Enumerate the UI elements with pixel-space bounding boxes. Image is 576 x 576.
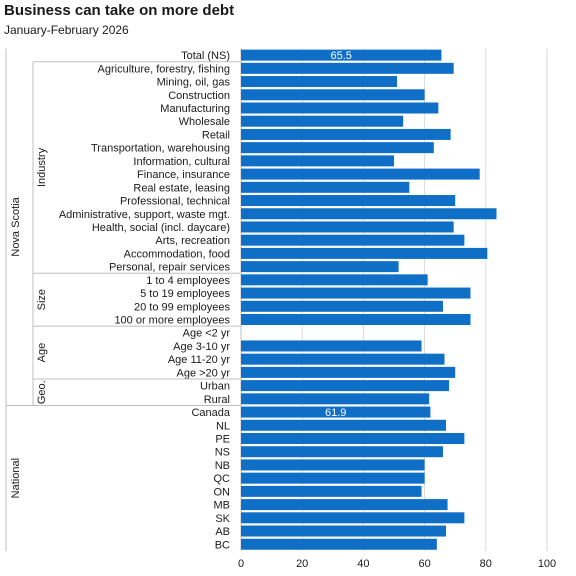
- category-label: Retail: [202, 129, 230, 141]
- category-label: 5 to 19 employees: [140, 288, 230, 300]
- bar: [241, 234, 465, 246]
- category-label: Agriculture, forestry, fishing: [98, 63, 230, 75]
- group-brackets: Nova Scotia Industry Size Age Geo. National: [5, 48, 241, 551]
- category-label: 1 to 4 employees: [146, 275, 230, 287]
- bar: [241, 538, 437, 550]
- group-label: Size: [36, 289, 48, 310]
- bar: [241, 314, 471, 326]
- bar: [241, 366, 456, 378]
- bar: [241, 393, 430, 405]
- category-label: NB: [215, 460, 230, 472]
- category-label: SK: [215, 513, 230, 525]
- group-label: Nova Scotia: [10, 196, 22, 256]
- category-label: Arts, recreation: [155, 235, 230, 247]
- category-label: Administrative, support, waste mgt.: [59, 209, 230, 221]
- group-label: Industry: [36, 147, 48, 187]
- bar: [241, 485, 422, 497]
- x-tick-label: 20: [296, 558, 308, 570]
- category-label: Professional, technical: [120, 196, 230, 208]
- data-label: 65.5: [331, 50, 352, 62]
- bar: [241, 155, 394, 167]
- category-label: Personal, repair services: [109, 262, 231, 274]
- category-label: Age 3-10 yr: [173, 341, 230, 353]
- x-tick-label: 60: [418, 558, 430, 570]
- category-label: Age >20 yr: [176, 367, 230, 379]
- bars: 65.5 61.9: [241, 49, 497, 550]
- category-label: Age 11-20 yr: [168, 354, 231, 366]
- bar: [241, 419, 447, 431]
- bar: [241, 300, 443, 312]
- group-label: National: [10, 458, 22, 498]
- bar: [241, 353, 445, 365]
- bar: [241, 432, 465, 444]
- category-labels: Total (NS)Agriculture, forestry, fishing…: [59, 50, 231, 551]
- bar: [241, 446, 443, 458]
- bar: [241, 89, 425, 101]
- bar: [241, 62, 454, 74]
- bar: [241, 472, 425, 484]
- bar: [241, 287, 471, 299]
- category-label: ON: [214, 486, 231, 498]
- bar: [241, 340, 422, 352]
- bar: [241, 261, 399, 273]
- bar: [241, 49, 442, 61]
- category-label: PE: [215, 433, 230, 445]
- category-label: Real estate, leasing: [133, 182, 230, 194]
- category-label: Construction: [168, 90, 230, 102]
- bar: [241, 142, 434, 154]
- category-label: NS: [215, 447, 230, 459]
- x-tick-label: 80: [480, 558, 492, 570]
- category-label: Finance, insurance: [137, 169, 230, 181]
- category-label: Rural: [204, 394, 230, 406]
- category-label: Information, cultural: [133, 156, 230, 168]
- category-label: Accommodation, food: [124, 248, 230, 260]
- bar: [241, 274, 428, 286]
- bar: [241, 380, 450, 392]
- bar: [241, 181, 410, 193]
- category-label: Mining, oil, gas: [157, 77, 231, 89]
- category-label: NL: [216, 420, 230, 432]
- category-label: 20 to 99 employees: [134, 301, 231, 313]
- category-label: Health, social (incl. daycare): [92, 222, 230, 234]
- bar: [241, 512, 465, 524]
- category-label: 100 or more employees: [114, 315, 230, 327]
- data-label: 61.9: [325, 407, 346, 419]
- bar: [241, 406, 431, 418]
- category-label: Age <2 yr: [183, 328, 231, 340]
- category-label: Total (NS): [181, 50, 230, 62]
- bar: [241, 115, 404, 127]
- group-label: Geo.: [36, 380, 48, 404]
- category-label: MB: [214, 500, 231, 512]
- category-label: BC: [215, 539, 230, 551]
- category-label: Transportation, warehousing: [91, 143, 230, 155]
- category-label: Manufacturing: [160, 103, 230, 115]
- bar: [241, 247, 488, 259]
- bar: [241, 168, 480, 180]
- category-label: Canada: [191, 407, 230, 419]
- bar: [241, 459, 425, 471]
- category-label: Wholesale: [179, 116, 230, 128]
- group-label: Age: [36, 343, 48, 363]
- category-label: Urban: [200, 381, 230, 393]
- x-tick-label: 0: [238, 558, 244, 570]
- bar: [241, 76, 398, 88]
- bar: [241, 221, 454, 233]
- category-label: QC: [214, 473, 231, 485]
- bar: [241, 499, 448, 511]
- category-label: AB: [215, 526, 230, 538]
- chart-subtitle: January-February 2026: [4, 23, 129, 37]
- x-tick-label: 40: [357, 558, 369, 570]
- x-axis-ticks: 0 20 40 60 80 100: [238, 558, 556, 570]
- bar: [241, 525, 447, 537]
- bar: [241, 208, 497, 220]
- bar: [241, 195, 456, 207]
- chart-title: Business can take on more debt: [4, 2, 235, 19]
- bar: [241, 128, 451, 140]
- x-tick-label: 100: [538, 558, 556, 570]
- bar: [241, 102, 439, 114]
